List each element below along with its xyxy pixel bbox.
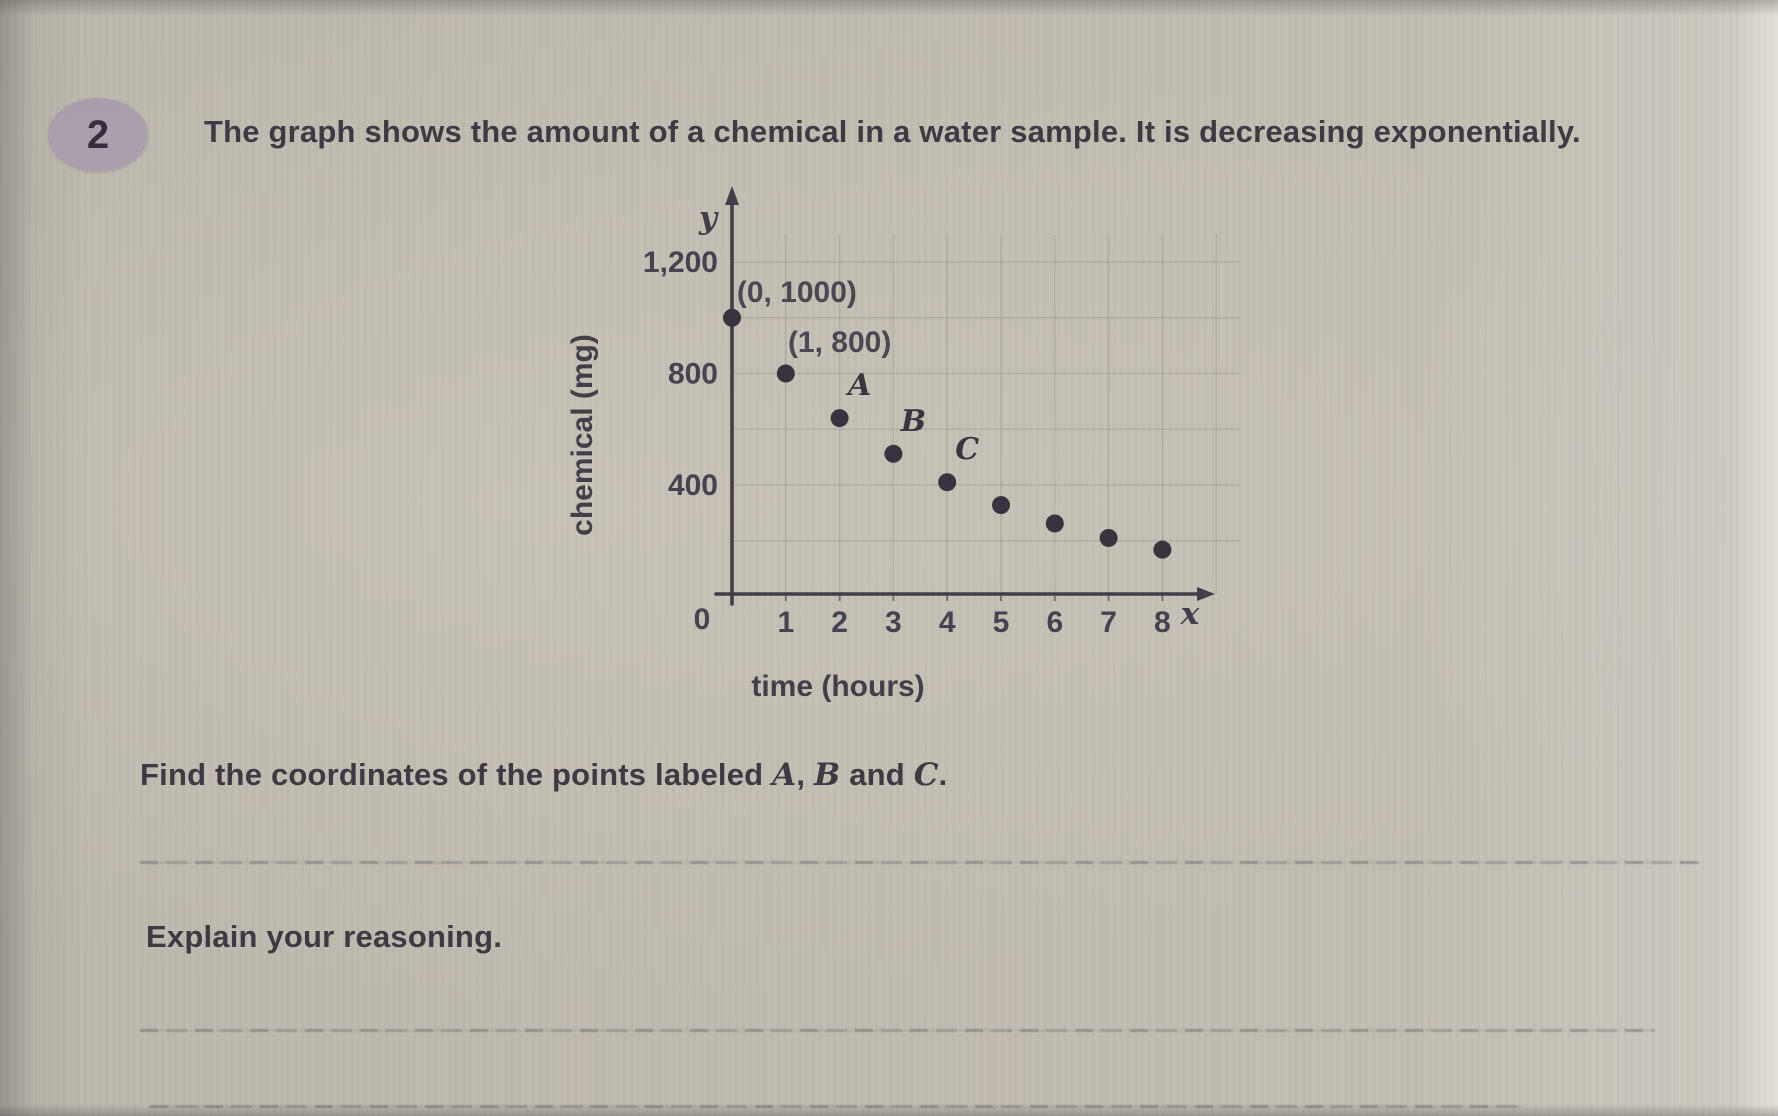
data-point [884, 444, 903, 463]
question-prefix: Find the coordinates of the points label… [140, 757, 773, 792]
x-tick-label: 2 [831, 606, 848, 639]
point-b-reference: B [814, 757, 841, 793]
answer-line [150, 1105, 1522, 1108]
x-tick-label: 6 [1046, 606, 1063, 639]
question-text: Find the coordinates of the points label… [140, 757, 947, 793]
x-axis-symbol: x [1180, 596, 1200, 632]
point-c-reference: C [913, 757, 939, 793]
problem-statement: The graph shows the amount of a chemical… [204, 114, 1581, 149]
question-and: and [840, 757, 914, 792]
point-label-C: C [955, 432, 979, 467]
data-point [776, 364, 795, 383]
point-annotation: (1, 800) [788, 326, 891, 359]
y-tick-label: 400 [668, 469, 718, 502]
chart-svg: 1 2 3 4 5 6 7 8 0 400 800 1,200 y x chemical (mg) time … [566, 186, 1240, 703]
x-tick-label: 8 [1154, 606, 1171, 639]
point-a-reference: A [772, 757, 797, 793]
data-point [938, 473, 957, 492]
x-axis-title: time (hours) [751, 670, 924, 703]
y-axis-arrow [725, 186, 739, 205]
figure: 1 2 3 4 5 6 7 8 0 400 800 1,200 y x chemical (mg) time … [540, 180, 1300, 740]
explain-prompt: Explain your reasoning. [146, 919, 503, 954]
problem-number-badge: 2 [48, 98, 148, 172]
x-tick-label: 1 [777, 606, 794, 639]
point-label-A: A [845, 368, 871, 403]
x-tick-label: 3 [885, 606, 902, 639]
question-separator: , [796, 757, 814, 792]
y-tick-label: 1,200 [643, 246, 718, 279]
x-tick-label: 5 [993, 606, 1010, 639]
data-point [1153, 540, 1172, 559]
y-tick-label: 800 [668, 358, 718, 391]
problem-number: 2 [86, 112, 110, 157]
x-axis-arrow [1197, 587, 1215, 601]
y-axis-symbol: y [698, 200, 719, 236]
answer-line [140, 1029, 1655, 1032]
x-tick-label: 4 [939, 606, 956, 639]
x-tick-label: 7 [1100, 606, 1117, 639]
data-point [723, 308, 741, 327]
data-point [1099, 528, 1118, 547]
point-annotation: (0, 1000) [737, 276, 857, 309]
question-period: . [938, 757, 948, 792]
data-point [1045, 514, 1064, 533]
data-point [830, 409, 849, 428]
answer-line [140, 861, 1700, 864]
y-axis-title: chemical (mg) [566, 334, 599, 536]
origin-label: 0 [694, 603, 711, 636]
data-point [992, 496, 1010, 515]
point-label-B: B [900, 404, 926, 439]
